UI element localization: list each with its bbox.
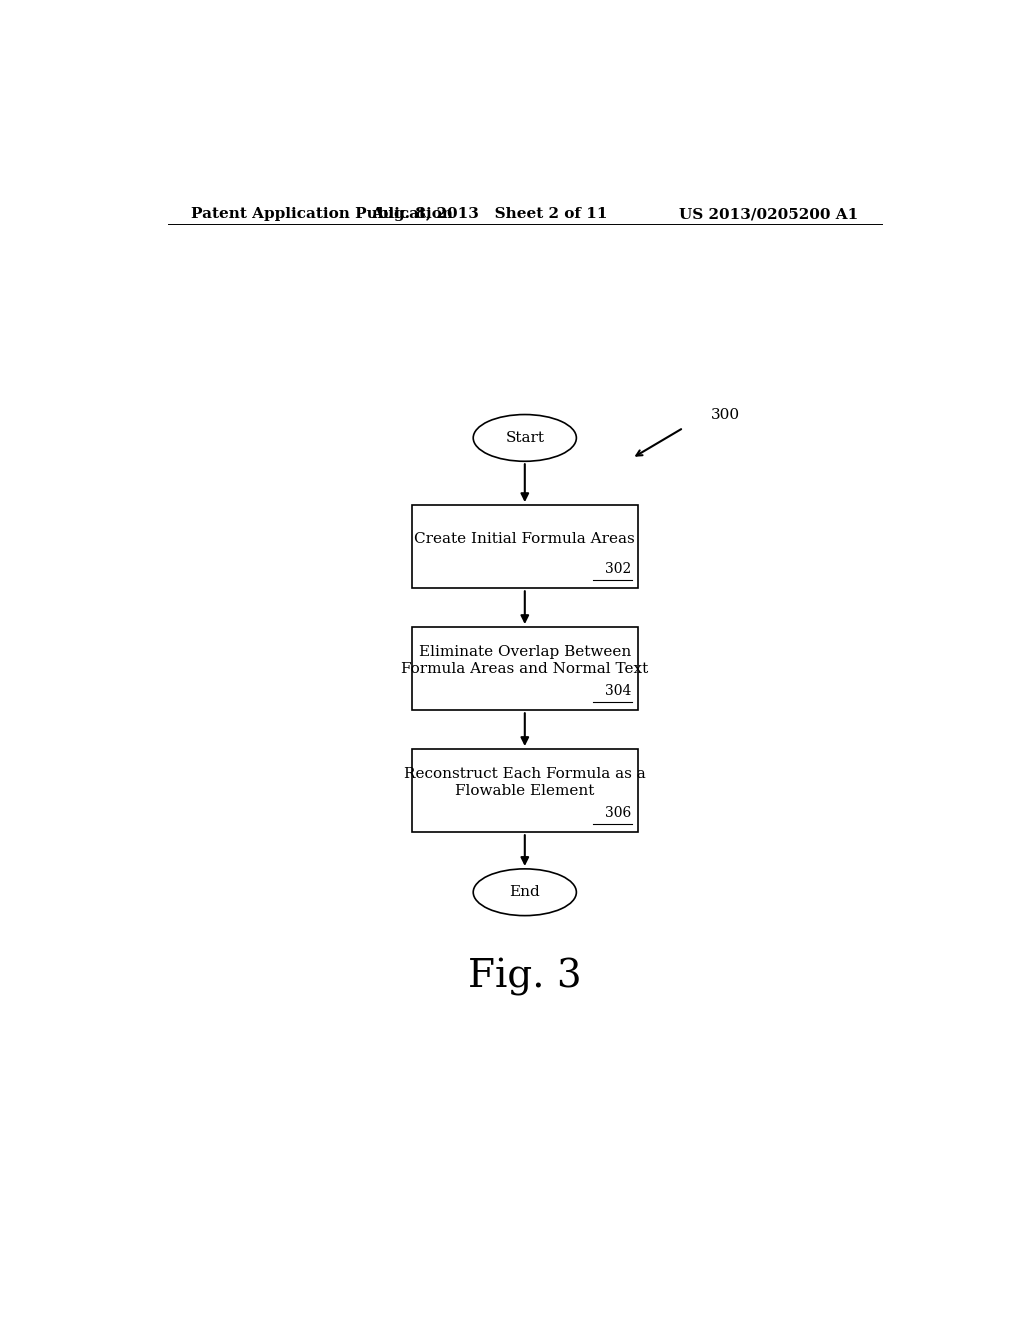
Text: Patent Application Publication: Patent Application Publication (191, 207, 454, 222)
Text: Fig. 3: Fig. 3 (468, 957, 582, 995)
Text: Reconstruct Each Formula as a
Flowable Element: Reconstruct Each Formula as a Flowable E… (403, 767, 646, 797)
Text: US 2013/0205200 A1: US 2013/0205200 A1 (679, 207, 858, 222)
Text: 300: 300 (712, 408, 740, 421)
Text: 304: 304 (605, 684, 632, 698)
Text: Create Initial Formula Areas: Create Initial Formula Areas (415, 532, 635, 545)
Text: Eliminate Overlap Between
Formula Areas and Normal Text: Eliminate Overlap Between Formula Areas … (401, 645, 648, 676)
Text: Start: Start (505, 430, 545, 445)
Text: 306: 306 (605, 807, 632, 820)
Text: 302: 302 (605, 562, 632, 576)
Text: Aug. 8, 2013   Sheet 2 of 11: Aug. 8, 2013 Sheet 2 of 11 (371, 207, 607, 222)
Text: End: End (509, 886, 541, 899)
